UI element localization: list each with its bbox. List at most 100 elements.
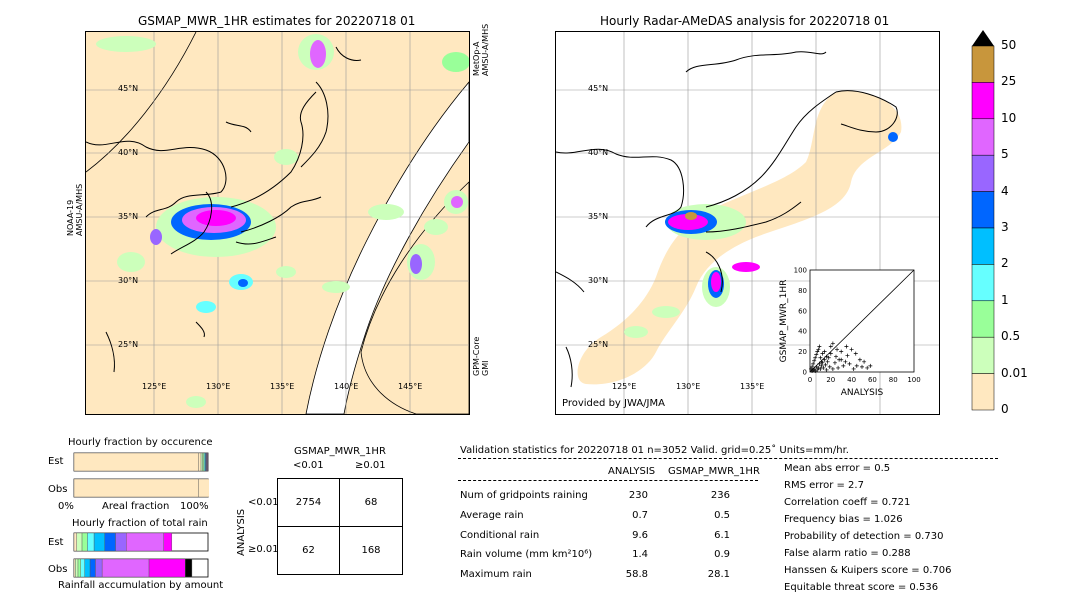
left-lon-145: 145°E [398, 382, 423, 391]
scatter-diagonal [809, 269, 915, 373]
left-lat-25: 25°N [118, 340, 139, 349]
validation-col-divider [458, 480, 758, 481]
right-top-sensor-label: MetOp-A AMSU-A/MHS [472, 23, 490, 76]
colorbar-tick-label: 50 [1001, 38, 1017, 52]
rain-fraction-xlabel: Rainfall accumulation by amount [58, 580, 224, 591]
scatter-point [836, 365, 841, 370]
scatter-point [844, 344, 849, 349]
colorbar-segment [971, 373, 995, 411]
scatter-point [824, 354, 829, 359]
scatter-point [854, 363, 859, 368]
right-lat-25: 25°N [588, 340, 609, 349]
colorbar-tick-label: 1 [1001, 292, 1009, 307]
occurrence-segment [198, 452, 202, 472]
scatter-point [828, 351, 833, 356]
left-lat-45: 45°N [118, 84, 139, 93]
scatter-point [841, 363, 846, 368]
occurrence-segment [202, 452, 205, 472]
rain-segment [84, 558, 91, 578]
contingency-col-1: ≥0.01 [355, 460, 386, 471]
scatter-point [828, 344, 833, 349]
contingency-row-0: <0.01 [248, 497, 279, 508]
row-gsmap-2: 6.1 [714, 530, 730, 541]
scatter-point [853, 351, 858, 356]
occurrence-est-label: Est [48, 456, 64, 467]
row-label-2: Conditional rain [460, 530, 540, 541]
scatter-point [860, 364, 864, 369]
right-lat-30: 30°N [588, 276, 609, 285]
rain-segment [148, 558, 186, 578]
rain-fraction-bars [73, 532, 209, 578]
scatter-point [815, 367, 820, 372]
left-lon-130: 130°E [206, 382, 231, 391]
rain-segment [81, 532, 88, 552]
row-analysis-0: 230 [628, 490, 648, 501]
scatter-point [818, 366, 823, 371]
colorbar-tick-label: 10 [1001, 110, 1017, 125]
occurrence-xtick-0: 0% [58, 501, 74, 512]
left-lon-135: 135°E [270, 382, 295, 391]
validation-header: Validation statistics for 20220718 01 n=… [460, 445, 849, 456]
scatter-point [812, 358, 817, 363]
left-lat-35: 35°N [118, 212, 139, 221]
scatter-point [821, 365, 826, 370]
scatter-point [814, 352, 819, 357]
left-map-canvas [86, 32, 469, 414]
colorbar-segment [971, 264, 995, 302]
scatter-ytick: 20 [798, 348, 807, 356]
scatter-point [865, 365, 870, 370]
row-label-0: Num of gridpoints raining [460, 490, 588, 501]
rain-segment [80, 558, 85, 578]
scatter-point [816, 347, 821, 352]
scatter-point [839, 357, 844, 362]
scatter-point [818, 355, 823, 360]
colorbar-segment [971, 82, 995, 120]
right-bottom-sensor-label: GPM-Core GMI [472, 336, 490, 376]
score-4: Probability of detection = 0.730 [784, 531, 944, 542]
scatter-point [843, 359, 848, 364]
scatter-point [819, 363, 824, 368]
colorbar-tick-label: 0 [1001, 402, 1009, 416]
left-lat-30: 30°N [118, 276, 139, 285]
rain-segment [104, 532, 116, 552]
right-lon-135: 135°E [740, 382, 765, 391]
rain-segment [87, 532, 95, 552]
rain-fraction-title: Hourly fraction of total rain [72, 518, 208, 529]
rain-segment [76, 532, 83, 552]
scatter-point [810, 364, 815, 369]
rain-segment [101, 558, 150, 578]
scatter-point [839, 349, 844, 354]
left-lon-125: 125°E [142, 382, 167, 391]
right-lat-45: 45°N [588, 84, 609, 93]
col-analysis: ANALYSIS [608, 466, 656, 477]
contingency-row-1: ≥0.01 [248, 544, 279, 555]
rain-est-label: Est [48, 537, 64, 548]
rain-segment [115, 532, 127, 552]
scatter-ytick: 60 [798, 307, 807, 315]
scatter-plot: 0 20 40 60 80 100 0 20 40 60 80 100 ANALYSIS GSMAP_MW… [779, 267, 921, 399]
row-analysis-3: 1.4 [632, 549, 648, 560]
scatter-point [830, 341, 835, 346]
scatter-point [822, 357, 827, 362]
rain-segment [126, 532, 164, 552]
rain-segment [73, 532, 77, 552]
occurrence-segment [73, 478, 199, 498]
rain-segment [89, 558, 96, 578]
colorbar-segment [971, 45, 995, 83]
score-2: Correlation coeff = 0.721 [784, 497, 911, 508]
cell-miss: 62 [302, 545, 315, 556]
scatter-point [823, 362, 828, 367]
cell-hit-neg: 2754 [295, 497, 322, 508]
colorbar-tick-label: 5 [1001, 147, 1009, 162]
scatter-point [822, 349, 827, 354]
scatter-xtick: 80 [889, 376, 898, 384]
scatter-point [813, 355, 818, 360]
scatter-point [827, 364, 832, 369]
scatter-point [849, 347, 854, 352]
row-label-3: Rain volume (mm km²10⁶) [460, 549, 593, 560]
row-analysis-1: 0.7 [632, 510, 648, 521]
occurrence-obs-label: Obs [48, 484, 68, 495]
scatter-point [857, 357, 862, 362]
rain-obs-label: Obs [48, 564, 68, 575]
validation-divider [458, 458, 998, 459]
